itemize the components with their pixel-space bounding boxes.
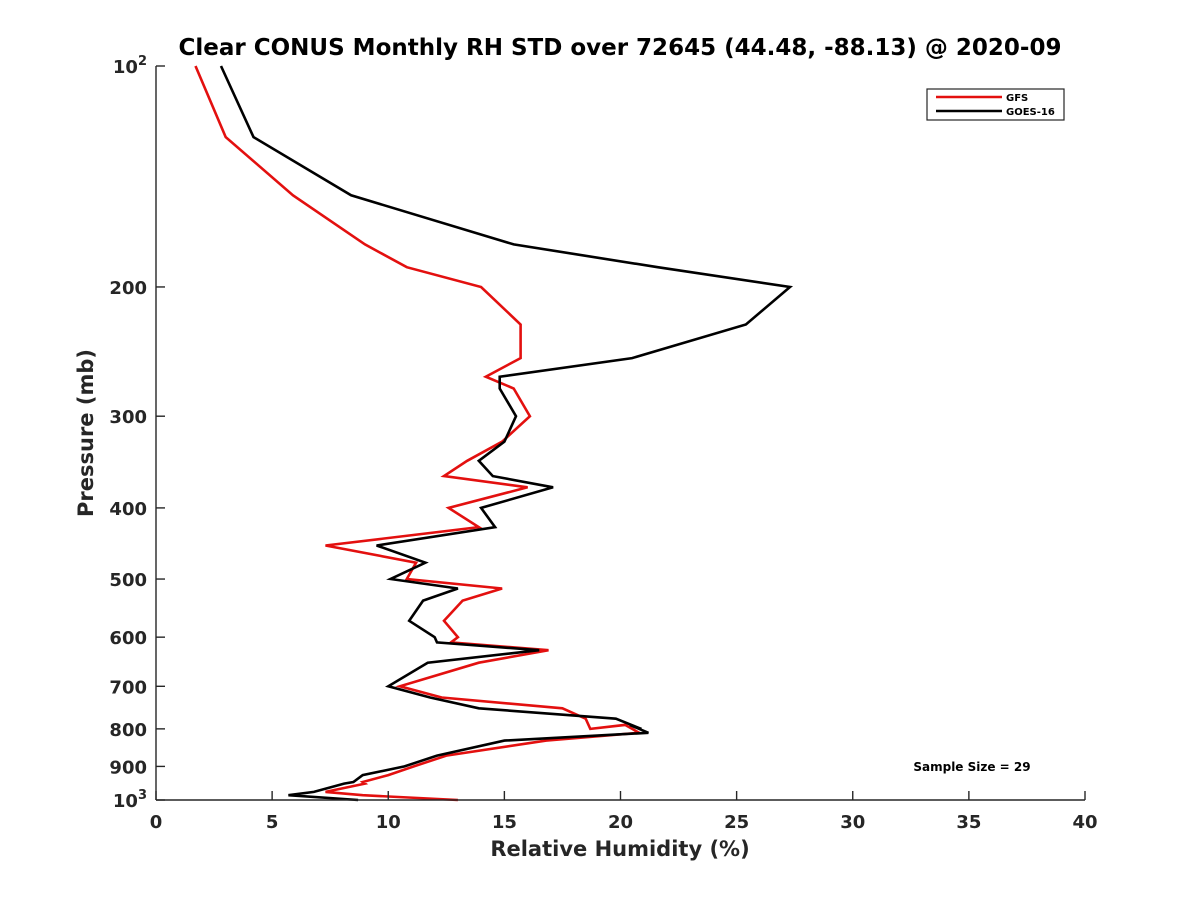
legend-label: GOES-16 <box>1006 107 1055 118</box>
y-tick-label: 200 <box>109 278 147 299</box>
legend-label: GFS <box>1006 93 1028 104</box>
sample-size-annotation: Sample Size = 29 <box>913 760 1030 774</box>
y-tick-label: 900 <box>109 757 147 778</box>
plot-background <box>156 66 1085 800</box>
x-axis-label: Relative Humidity (%) <box>490 837 749 861</box>
x-tick-label: 5 <box>266 812 279 833</box>
y-tick-label: 500 <box>109 570 147 591</box>
y-tick-label: 700 <box>109 677 147 698</box>
axes-layer: 0 5 10 15 20 25 30 35 40 102 200 300 400 500 600 700 800… <box>109 54 1097 833</box>
x-tick-label: 35 <box>956 812 981 833</box>
x-tick-label: 0 <box>150 812 163 833</box>
series-line-goes-16 <box>219 65 794 802</box>
chart-title: Clear CONUS Monthly RH STD over 72645 (4… <box>179 35 1062 61</box>
x-tick-label: 25 <box>724 812 749 833</box>
series-layer <box>194 65 794 802</box>
y-tick-label: 400 <box>109 499 147 520</box>
y-tick-label: 800 <box>109 720 147 741</box>
x-tick-label: 40 <box>1072 812 1097 833</box>
y-tick-label: 600 <box>109 628 147 649</box>
x-tick-label: 15 <box>492 812 517 833</box>
x-tick-label: 10 <box>376 812 401 833</box>
plot-area <box>156 66 1085 800</box>
y-tick-label: 102 <box>113 54 147 78</box>
x-tick-label: 20 <box>608 812 633 833</box>
y-tick-label: 103 <box>113 788 147 812</box>
x-tick-label: 30 <box>840 812 865 833</box>
series-line-gfs <box>194 65 644 802</box>
y-tick-label: 300 <box>109 407 147 428</box>
y-axis-label: Pressure (mb) <box>74 349 98 517</box>
legend: GFS GOES-16 <box>926 88 1065 121</box>
legend-box <box>926 88 1065 121</box>
